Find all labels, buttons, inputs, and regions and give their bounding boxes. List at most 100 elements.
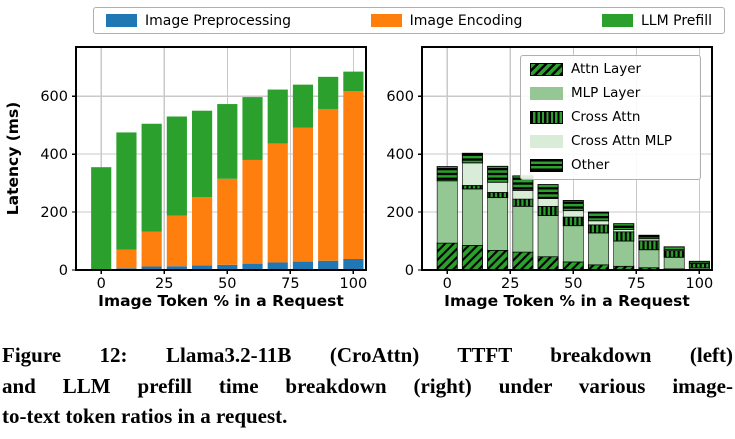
x-tick-label: 50 [564, 276, 582, 292]
x-tick-label: 0 [97, 276, 106, 292]
bar-segment-cross-attn-mlp-x30 [512, 190, 534, 200]
bar-segment-image-encoding-x40 [192, 197, 213, 266]
bar-segment-mlp-layer-x50 [562, 225, 584, 263]
bar-segment-image-preprocessing-x40 [192, 265, 213, 270]
bar-segment-image-encoding-x60 [242, 159, 263, 264]
bar-segment-cross-attn-x20 [487, 191, 509, 199]
bar-segment-mlp-layer-x30 [512, 205, 534, 253]
cross-attn-swatch-icon [530, 111, 563, 124]
x-tick-label: 50 [218, 276, 236, 292]
prefill-legend: Attn Layer MLP Layer Cross Attn Cross Attn … [520, 55, 701, 180]
bar-segment-image-encoding-x10 [116, 249, 137, 269]
bar-segment-llm-prefill-x70 [267, 89, 288, 144]
y-tick-label: 0 [405, 263, 414, 279]
bar-segment-attn-layer-x0 [436, 242, 458, 271]
bar-segment-mlp-layer-x90 [663, 256, 685, 270]
bar-segment-image-preprocessing-x90 [318, 260, 339, 270]
x-tick-label: 100 [340, 276, 368, 292]
y-tick-label: 0 [59, 263, 68, 279]
x-tick-label: 25 [501, 276, 519, 292]
bar-segment-mlp-layer-x20 [487, 197, 509, 251]
legend-label: MLP Layer [571, 84, 641, 101]
bar-segment-mlp-layer-x60 [588, 232, 609, 266]
legend-item-cross-attn: Cross Attn [530, 108, 691, 125]
ttft-legend: Image Preprocessing Image Encoding LLM Pre… [93, 7, 725, 34]
y-tick-label: 200 [40, 205, 68, 221]
legend-label: Cross Attn MLP [571, 132, 673, 149]
legend-item-attn-layer: Attn Layer [530, 61, 691, 77]
bar-segment-cross-attn-x90 [663, 250, 685, 258]
x-tick-label: 75 [627, 276, 645, 292]
image-encoding-swatch-icon [370, 14, 402, 27]
bar-segment-attn-layer-x50 [562, 261, 584, 271]
legend-label: LLM Prefill [641, 12, 712, 29]
bar-segment-cross-attn-mlp-x60 [588, 220, 609, 226]
legend-label: Image Preprocessing [145, 12, 292, 29]
axes-frame [75, 46, 367, 271]
y-tick-label: 200 [386, 205, 414, 221]
bar-segment-mlp-layer-x70 [613, 240, 635, 267]
attn-layer-swatch-icon [530, 63, 563, 77]
legend-item-image-preprocessing: Image Preprocessing [106, 14, 291, 28]
axes-frame [421, 46, 713, 271]
bar-segment-image-encoding-x20 [141, 231, 162, 267]
charts-canvas: 0 25 50 75 100 0 200 400 600 Image Token % in a R… [4, 46, 713, 310]
bar-segment-image-preprocessing-x30 [166, 266, 187, 270]
legend-label: Other [571, 156, 610, 173]
bar-segment-attn-layer-x10 [461, 244, 483, 271]
bar-segment-cross-attn-mlp-x10 [462, 162, 483, 186]
x-tick-label: 25 [155, 276, 173, 292]
x-axis-label: Image Token % in a Request [444, 292, 690, 310]
bar-segment-image-preprocessing-x50 [217, 264, 238, 270]
bar-segment-mlp-layer-x0 [436, 180, 458, 244]
bar-segment-image-preprocessing-x60 [242, 263, 263, 270]
bar-segment-llm-prefill-x10 [116, 132, 137, 250]
bar-segment-cross-attn-x10 [461, 184, 483, 190]
bar-segment-other-x100 [688, 260, 710, 264]
bar-segment-other-x50 [562, 200, 584, 212]
image-preprocessing-swatch-icon [106, 14, 137, 27]
bar-segment-cross-attn-x30 [512, 198, 534, 207]
bar-segment-cross-attn-mlp-x20 [487, 181, 509, 193]
bar-segment-cross-attn-x50 [562, 216, 584, 227]
x-axis-label: Image Token % in a Request [98, 292, 344, 310]
bar-segment-cross-attn-mlp-x50 [562, 210, 584, 218]
bar-segment-llm-prefill-x90 [318, 76, 339, 109]
bar-segment-image-encoding-x50 [217, 178, 238, 265]
y-tick-label: 600 [386, 89, 414, 105]
y-tick-label: 400 [386, 147, 414, 163]
bar-segment-other-x40 [537, 184, 559, 199]
bar-segment-other-x10 [461, 152, 483, 164]
bar-segment-image-encoding-x90 [318, 108, 339, 261]
bar-segment-image-encoding-x80 [292, 127, 314, 262]
caption-line-1: Figure 12: Llama3.2-11B (CroAttn) TTFT b… [2, 343, 733, 367]
bar-segment-image-encoding-x100 [343, 91, 364, 259]
other-swatch-icon [530, 158, 563, 172]
bar-segment-mlp-layer-x10 [462, 188, 483, 246]
legend-item-cross-attn-mlp: Cross Attn MLP [530, 132, 691, 149]
x-tick-label: 0 [443, 276, 452, 292]
x-tick-label: 75 [281, 276, 299, 292]
caption-line-3: to-text token ratios in a request. [2, 404, 288, 428]
ttft-breakdown-chart: 0 25 50 75 100 0 200 400 600 Image Token % in a R… [4, 46, 368, 310]
bar-segment-image-encoding-x70 [267, 143, 288, 263]
llm-prefill-breakdown-chart: 0 25 50 75 100 0 200 400 600 Image Token % in a R… [386, 46, 713, 310]
bar-segment-cross-attn-x60 [587, 224, 610, 234]
legend-item-mlp-layer: MLP Layer [530, 84, 691, 101]
legend-label: Cross Attn [571, 108, 641, 125]
legend-item-llm-prefill: LLM Prefill [602, 14, 712, 28]
bar-segment-llm-prefill-x0 [91, 167, 112, 270]
bar-segment-image-preprocessing-x10 [116, 268, 137, 270]
figure-caption: Figure 12: Llama3.2-11B (CroAttn) TTFT b… [2, 340, 733, 432]
y-tick-label: 400 [40, 147, 68, 163]
bar-segment-cross-attn-x70 [613, 231, 635, 242]
legend-item-other: Other [530, 156, 691, 173]
legend-label: Attn Layer [571, 61, 642, 77]
bar-segment-image-preprocessing-x20 [141, 266, 162, 270]
bar-segment-other-x20 [487, 165, 509, 183]
bar-segment-mlp-layer-x80 [638, 249, 660, 268]
bar-segment-mlp-layer-x40 [537, 215, 559, 257]
bar-segment-other-x60 [587, 211, 610, 222]
bar-segment-llm-prefill-x40 [192, 110, 213, 198]
llm-prefill-swatch-icon [602, 14, 633, 27]
